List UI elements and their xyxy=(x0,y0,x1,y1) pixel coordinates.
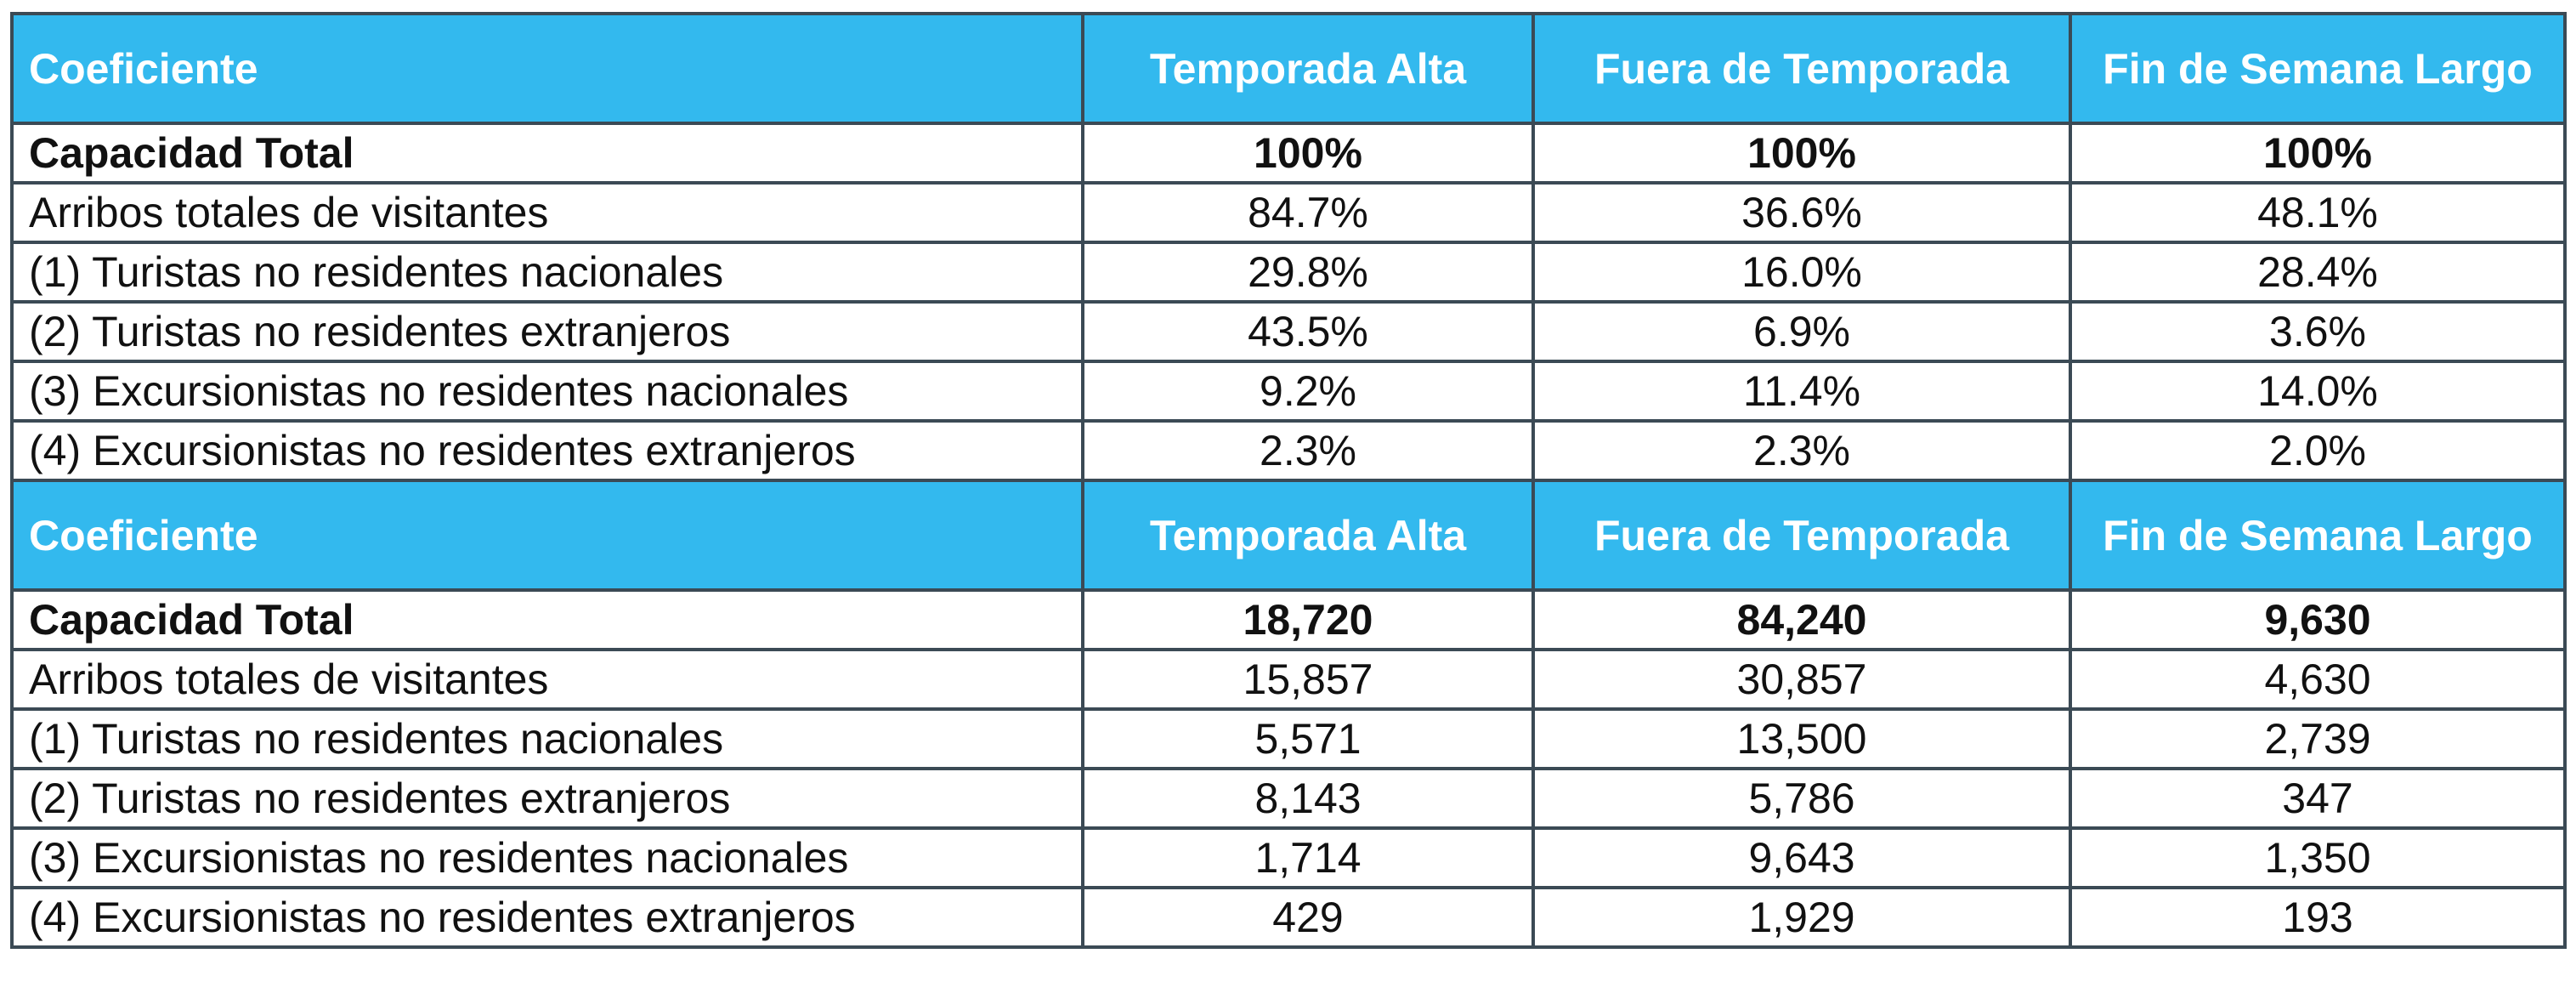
cell-temporada-alta: 15,857 xyxy=(1081,648,1535,711)
row-label: (4) Excursionistas no residentes extranj… xyxy=(10,886,1084,949)
cell-fin-de-semana-largo: 14.0% xyxy=(2069,360,2567,423)
table-row: Arribos totales de visitantes 84.7% 36.6… xyxy=(10,181,2567,244)
cell-temporada-alta: 1,714 xyxy=(1081,826,1535,889)
capacity-table: Coeficiente Temporada Alta Fuera de Temp… xyxy=(10,12,2567,949)
table-row: Capacidad Total 100% 100% 100% xyxy=(10,122,2567,184)
cell-fin-de-semana-largo: 3.6% xyxy=(2069,300,2567,363)
row-label: (4) Excursionistas no residentes extranj… xyxy=(10,419,1084,482)
cell-fin-de-semana-largo: 48.1% xyxy=(2069,181,2567,244)
row-label: Capacidad Total xyxy=(10,122,1084,184)
cell-fin-de-semana-largo: 4,630 xyxy=(2069,648,2567,711)
cell-fin-de-semana-largo: 2.0% xyxy=(2069,419,2567,482)
row-label: (3) Excursionistas no residentes naciona… xyxy=(10,826,1084,889)
cell-fuera-de-temporada: 36.6% xyxy=(1531,181,2072,244)
header-fin-de-semana-largo: Fin de Semana Largo xyxy=(2069,479,2567,592)
cell-temporada-alta: 29.8% xyxy=(1081,241,1535,304)
table-header-row: Coeficiente Temporada Alta Fuera de Temp… xyxy=(10,12,2567,125)
cell-fuera-de-temporada: 100% xyxy=(1531,122,2072,184)
table-row: (3) Excursionistas no residentes naciona… xyxy=(10,360,2567,423)
row-label: (2) Turistas no residentes extranjeros xyxy=(10,767,1084,830)
table-row: (3) Excursionistas no residentes naciona… xyxy=(10,826,2567,889)
table-row: (2) Turistas no residentes extranjeros 8… xyxy=(10,767,2567,830)
table-row: (1) Turistas no residentes nacionales 5,… xyxy=(10,707,2567,770)
cell-fuera-de-temporada: 5,786 xyxy=(1531,767,2072,830)
header-temporada-alta: Temporada Alta xyxy=(1081,12,1535,125)
cell-temporada-alta: 5,571 xyxy=(1081,707,1535,770)
header-temporada-alta: Temporada Alta xyxy=(1081,479,1535,592)
row-label: (2) Turistas no residentes extranjeros xyxy=(10,300,1084,363)
cell-fin-de-semana-largo: 193 xyxy=(2069,886,2567,949)
cell-fin-de-semana-largo: 2,739 xyxy=(2069,707,2567,770)
cell-temporada-alta: 429 xyxy=(1081,886,1535,949)
cell-temporada-alta: 9.2% xyxy=(1081,360,1535,423)
cell-fuera-de-temporada: 9,643 xyxy=(1531,826,2072,889)
cell-temporada-alta: 84.7% xyxy=(1081,181,1535,244)
table-header-row: Coeficiente Temporada Alta Fuera de Temp… xyxy=(10,479,2567,592)
cell-fin-de-semana-largo: 100% xyxy=(2069,122,2567,184)
cell-fin-de-semana-largo: 9,630 xyxy=(2069,588,2567,651)
cell-fuera-de-temporada: 13,500 xyxy=(1531,707,2072,770)
cell-fuera-de-temporada: 16.0% xyxy=(1531,241,2072,304)
cell-temporada-alta: 8,143 xyxy=(1081,767,1535,830)
cell-fuera-de-temporada: 11.4% xyxy=(1531,360,2072,423)
cell-fuera-de-temporada: 1,929 xyxy=(1531,886,2072,949)
cell-temporada-alta: 18,720 xyxy=(1081,588,1535,651)
cell-fuera-de-temporada: 84,240 xyxy=(1531,588,2072,651)
cell-temporada-alta: 43.5% xyxy=(1081,300,1535,363)
table-row: (4) Excursionistas no residentes extranj… xyxy=(10,419,2567,482)
cell-fuera-de-temporada: 2.3% xyxy=(1531,419,2072,482)
cell-temporada-alta: 100% xyxy=(1081,122,1535,184)
cell-fin-de-semana-largo: 28.4% xyxy=(2069,241,2567,304)
table-row: (1) Turistas no residentes nacionales 29… xyxy=(10,241,2567,304)
header-fuera-de-temporada: Fuera de Temporada xyxy=(1531,12,2072,125)
row-label: Capacidad Total xyxy=(10,588,1084,651)
row-label: Arribos totales de visitantes xyxy=(10,181,1084,244)
cell-fin-de-semana-largo: 347 xyxy=(2069,767,2567,830)
header-fin-de-semana-largo: Fin de Semana Largo xyxy=(2069,12,2567,125)
row-label: (1) Turistas no residentes nacionales xyxy=(10,707,1084,770)
header-coeficiente: Coeficiente xyxy=(10,479,1084,592)
row-label: Arribos totales de visitantes xyxy=(10,648,1084,711)
header-coeficiente: Coeficiente xyxy=(10,12,1084,125)
table-row: Capacidad Total 18,720 84,240 9,630 xyxy=(10,588,2567,651)
row-label: (1) Turistas no residentes nacionales xyxy=(10,241,1084,304)
cell-temporada-alta: 2.3% xyxy=(1081,419,1535,482)
table-row: Arribos totales de visitantes 15,857 30,… xyxy=(10,648,2567,711)
cell-fin-de-semana-largo: 1,350 xyxy=(2069,826,2567,889)
table-row: (2) Turistas no residentes extranjeros 4… xyxy=(10,300,2567,363)
cell-fuera-de-temporada: 6.9% xyxy=(1531,300,2072,363)
row-label: (3) Excursionistas no residentes naciona… xyxy=(10,360,1084,423)
table-row: (4) Excursionistas no residentes extranj… xyxy=(10,886,2567,949)
header-fuera-de-temporada: Fuera de Temporada xyxy=(1531,479,2072,592)
cell-fuera-de-temporada: 30,857 xyxy=(1531,648,2072,711)
